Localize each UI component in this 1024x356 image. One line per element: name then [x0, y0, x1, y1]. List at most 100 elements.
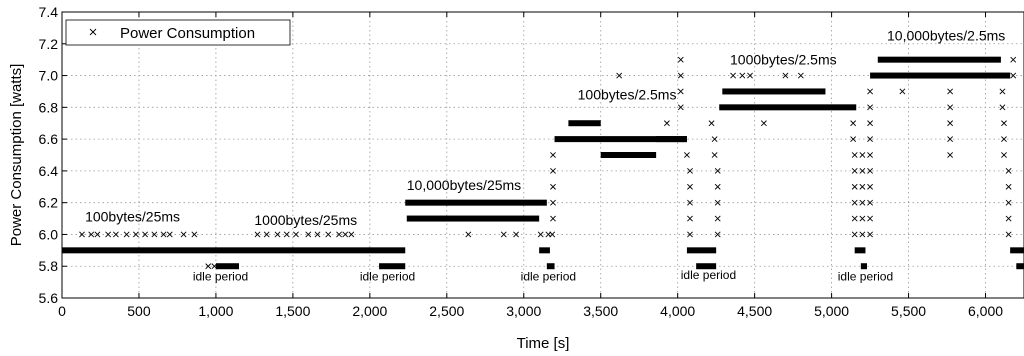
dense-data-run [722, 88, 826, 95]
data-point [677, 88, 684, 95]
dense-data-run [877, 56, 1001, 63]
data-point [549, 231, 556, 238]
data-point [687, 215, 693, 222]
x-tick-label: 4,000 [660, 303, 695, 319]
data-point [867, 183, 873, 190]
x-tick-label: 500 [127, 303, 151, 319]
data-point [465, 231, 472, 238]
data-point [739, 72, 746, 79]
data-point [550, 199, 556, 206]
x-tick-label: 0 [58, 303, 66, 319]
data-point [105, 231, 112, 238]
legend-label: Power Consumption [120, 25, 255, 42]
data-point [867, 215, 873, 222]
data-point [348, 231, 355, 238]
data-point [677, 56, 684, 63]
data-point [687, 231, 693, 238]
legend-x-marker-icon [89, 28, 97, 36]
dense-data-run [62, 247, 406, 254]
data-point [537, 231, 544, 238]
data-point [677, 72, 684, 79]
rate-annotation: 100bytes/2.5ms [578, 86, 677, 102]
data-point [180, 231, 187, 238]
data-point [1005, 199, 1012, 206]
data-point [782, 72, 789, 79]
data-point [859, 167, 866, 174]
dense-data-run [568, 120, 601, 127]
data-point [859, 183, 866, 190]
x-tick-label: 2,500 [429, 303, 464, 319]
data-point [867, 136, 873, 143]
idle-period-label: idle period [521, 270, 576, 284]
data-point [797, 72, 804, 79]
data-point [999, 104, 1006, 111]
data-point [687, 199, 693, 206]
data-point [999, 88, 1006, 95]
data-point [263, 231, 270, 238]
data-point [947, 152, 954, 158]
data-point [708, 120, 715, 127]
dense-data-run [870, 72, 1011, 79]
idle-period-label: idle period [681, 268, 736, 282]
plot-frame [61, 11, 1024, 299]
data-point [254, 231, 261, 238]
data-point [293, 231, 299, 238]
data-point [867, 199, 873, 206]
dense-data-run [405, 199, 547, 206]
legend-box [65, 19, 291, 46]
data-point [211, 263, 218, 270]
data-point [859, 152, 866, 158]
x-tick-label: 3,000 [506, 303, 541, 319]
data-point [760, 120, 767, 127]
data-point [160, 231, 167, 238]
data-point [714, 167, 721, 174]
data-point [500, 231, 507, 238]
dense-data-run [379, 263, 406, 270]
data-point [859, 231, 866, 238]
data-point [851, 199, 858, 206]
data-point [1001, 152, 1007, 158]
data-point [687, 183, 693, 190]
idle-period-label: idle period [193, 270, 248, 284]
idle-period-label: idle period [360, 270, 415, 284]
y-tick-label: 6.8 [39, 99, 59, 115]
data-point [94, 231, 101, 238]
data-point [325, 231, 332, 238]
data-point [714, 199, 721, 206]
y-axis-label: Power Consumption [watts] [8, 64, 25, 247]
y-tick-label: 6.2 [39, 195, 59, 211]
y-tick-label: 5.6 [39, 290, 59, 306]
x-tick-label: 2,000 [352, 303, 387, 319]
data-point [550, 183, 556, 190]
y-tick-label: 6.0 [39, 226, 59, 242]
legend: Power Consumption [65, 19, 291, 46]
data-point [711, 136, 718, 143]
x-tick-label: 5,500 [891, 303, 926, 319]
data-point [867, 88, 873, 95]
y-tick-label: 7.0 [39, 68, 59, 84]
data-point [513, 231, 519, 238]
data-point [88, 231, 95, 238]
data-point [342, 231, 349, 238]
dense-data-run [539, 247, 550, 254]
data-point [859, 215, 866, 222]
x-tick-label: 6,000 [968, 303, 1003, 319]
dense-data-run [215, 263, 240, 270]
data-point [1005, 231, 1012, 238]
data-point [851, 231, 858, 238]
data-point [899, 88, 906, 95]
data-point [142, 231, 149, 238]
data-point [851, 183, 858, 190]
data-point [859, 199, 866, 206]
idle-period-label: idle period [838, 270, 893, 284]
data-point [947, 120, 954, 127]
data-point [714, 231, 721, 238]
data-point [687, 167, 693, 174]
rate-annotation: 10,000bytes/25ms [407, 177, 521, 193]
data-point [336, 231, 342, 238]
data-point [112, 231, 119, 238]
data-point [1005, 183, 1012, 190]
dense-data-run [719, 104, 857, 111]
